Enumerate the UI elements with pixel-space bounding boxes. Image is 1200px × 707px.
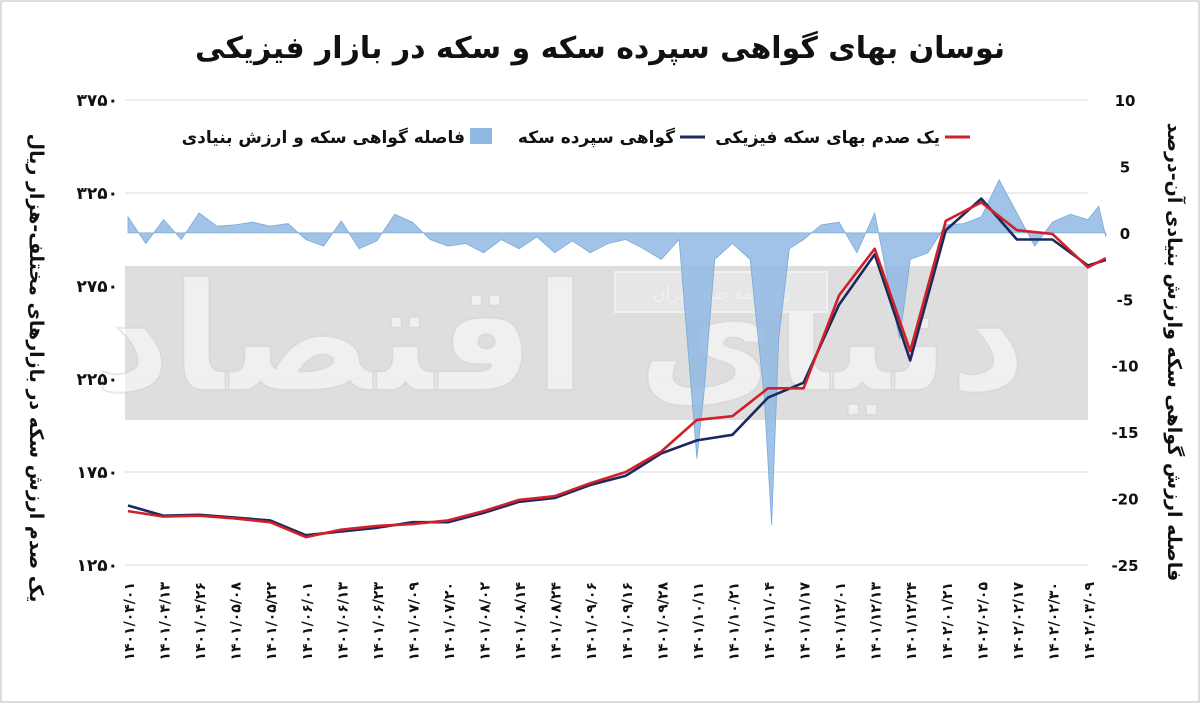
right-tick-label: 0	[1120, 225, 1130, 243]
x-tick-label: ۱۴۰۱/۰۷/۰۹	[406, 582, 422, 661]
x-tick-label: ۱۴۰۱/۱۰/۲۱	[726, 582, 742, 661]
chart-title: نوسان بهای گواهی سپرده سکه و سکه در بازا…	[195, 30, 1005, 66]
left-tick-label: ۱۷۵۰	[76, 463, 118, 483]
left-axis-ticks: ۳۷۵۰ ۳۲۵۰ ۲۷۵۰ ۲۲۵۰ ۱۷۵۰ ۱۲۵۰	[76, 91, 118, 576]
x-tick-label: ۱۴۰۱/۰۶/۱۳	[335, 582, 351, 661]
x-tick-label: ۱۴۰۲/۰۱/۲۱	[940, 582, 956, 661]
x-tick-label: ۱۴۰۲/۰۳/۰۹	[1082, 582, 1098, 661]
x-tick-label: ۱۴۰۱/۰۵/۰۸	[229, 582, 245, 661]
left-tick-label: ۳۲۵۰	[76, 184, 118, 204]
legend: یک صدم بهای سکه فیزیکی گواهی سپرده سکه ف…	[182, 127, 970, 148]
right-tick-label: -25	[1111, 557, 1138, 575]
watermark-logo: دنیای اقتصاد	[94, 252, 1027, 426]
x-tick-label: ۱۴۰۱/۰۷/۲۰	[442, 582, 458, 661]
right-tick-label: 10	[1115, 92, 1136, 110]
certificate-line-series	[127, 197, 1107, 537]
right-tick-label: -15	[1111, 424, 1138, 442]
left-tick-label: ۳۷۵۰	[76, 91, 118, 111]
x-tick-label: ۱۴۰۱/۰۸/۲۴	[549, 582, 565, 661]
right-tick-label: -10	[1111, 358, 1138, 376]
x-tick-label: ۱۴۰۱/۰۹/۰۶	[584, 582, 600, 661]
right-tick-label: -20	[1111, 491, 1138, 509]
right-axis-ticks: 10 5 0 -5 -10 -15 -20 -25	[1111, 92, 1138, 575]
x-tick-label: ۱۴۰۱/۰۶/۰۱	[300, 582, 316, 661]
physical-coin-line-series	[127, 201, 1107, 539]
x-tick-label: ۱۴۰۱/۰۸/۱۴	[513, 582, 529, 661]
legend-label-cert: گواهی سپرده سکه	[518, 127, 675, 148]
x-tick-label: ۱۴۰۱/۱۰/۱۱	[691, 582, 707, 661]
x-tick-label: ۱۴۰۱/۰۶/۲۳	[371, 582, 387, 661]
x-tick-label: ۱۴۰۲/۰۲/۰۵	[975, 582, 991, 661]
x-tick-label: ۱۴۰۱/۰۴/۱۳	[158, 582, 174, 661]
x-tick-label: ۱۴۰۱/۱۱/۱۷	[798, 582, 814, 661]
x-tick-label: ۱۴۰۱/۰۹/۱۶	[620, 582, 636, 661]
x-tick-label: ۱۴۰۱/۰۴/۲۶	[193, 582, 209, 661]
watermark-badge	[614, 271, 828, 313]
legend-swatch-gap	[470, 128, 492, 144]
x-tick-label: ۱۴۰۱/۰۵/۲۲	[264, 582, 280, 661]
x-tick-label: ۱۴۰۱/۱۲/۲۴	[904, 582, 920, 661]
right-tick-label: -5	[1117, 291, 1134, 309]
left-tick-label: ۱۲۵۰	[76, 556, 118, 576]
left-axis-label: یک صدم ارزش سکه در بازارهای مختلف-هزار ر…	[25, 134, 47, 603]
x-tick-label: ۱۴۰۱/۰۸/۰۲	[478, 582, 494, 661]
x-tick-label: ۱۴۰۱/۱۲/۱۳	[869, 582, 885, 661]
right-axis-label: فاصله ارزش گواهی سکه وارزش بنیادی آن-درص…	[1163, 123, 1187, 582]
legend-label-coin: یک صدم بهای سکه فیزیکی	[715, 128, 940, 148]
x-tick-label: ۱۴۰۱/۰۹/۲۸	[655, 582, 671, 661]
left-tick-label: ۲۲۵۰	[76, 370, 118, 390]
x-tick-label: ۱۴۰۱/۱۱/۰۴	[762, 582, 778, 661]
x-tick-label: ۱۴۰۱/۰۴/۰۱	[122, 582, 138, 661]
left-tick-label: ۲۷۵۰	[76, 277, 118, 297]
legend-label-gap: فاصله گواهی سکه و ارزش بنیادی	[182, 127, 465, 148]
right-tick-label: 5	[1120, 158, 1130, 176]
x-axis-ticks: ۱۴۰۱/۰۴/۰۱ ۱۴۰۱/۰۴/۱۳ ۱۴۰۱/۰۴/۲۶ ۱۴۰۱/۰۵/۰۸…	[122, 582, 1098, 661]
watermark: دنیای اقتصاد روزنامه صبح ایران	[93, 251, 1028, 427]
x-tick-label: ۱۴۰۲/۰۲/۱۷	[1011, 582, 1027, 661]
x-tick-label: ۱۴۰۱/۱۲/۰۱	[833, 582, 849, 661]
x-tick-label: ۱۴۰۲/۰۲/۳۰	[1046, 582, 1062, 661]
gap-area-series	[127, 178, 1107, 526]
